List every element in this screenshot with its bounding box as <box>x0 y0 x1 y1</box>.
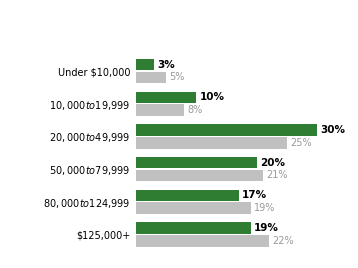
Bar <box>136 72 166 83</box>
Text: 8%: 8% <box>187 105 203 115</box>
Bar <box>136 170 263 181</box>
Text: 22%: 22% <box>272 236 294 246</box>
Text: 25%: 25% <box>290 138 312 148</box>
Text: 30%: 30% <box>320 125 345 135</box>
Bar <box>136 59 154 70</box>
Text: 20%: 20% <box>260 158 285 168</box>
Bar <box>136 124 317 136</box>
Text: 5%: 5% <box>169 72 185 83</box>
Bar <box>136 157 257 169</box>
Bar <box>136 235 269 247</box>
Bar <box>136 105 184 116</box>
Bar <box>136 222 251 234</box>
Text: Total household income (% by groups): Total household income (% by groups) <box>7 12 260 25</box>
Bar <box>136 190 239 201</box>
Bar <box>136 137 287 148</box>
Text: 3%: 3% <box>157 60 175 70</box>
Text: 19%: 19% <box>254 203 275 213</box>
Bar <box>136 202 251 214</box>
Text: 17%: 17% <box>242 190 267 200</box>
Text: 10%: 10% <box>199 92 224 102</box>
Text: 21%: 21% <box>266 170 287 180</box>
Bar <box>136 92 197 103</box>
Text: 19%: 19% <box>254 223 279 233</box>
